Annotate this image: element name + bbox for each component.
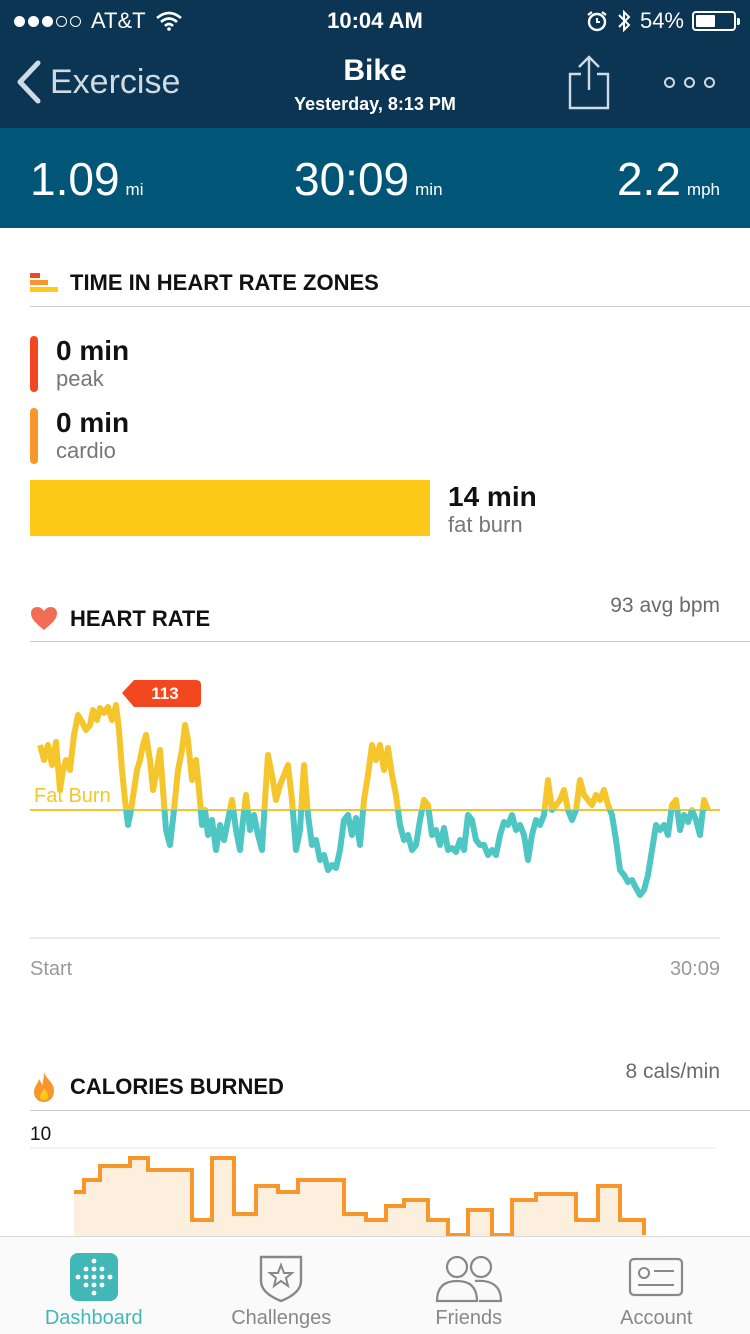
calories-title: CALORIES BURNED	[70, 1074, 284, 1099]
avg-bpm: 93 avg bpm	[610, 594, 720, 617]
page-subtitle: Yesterday, 8:13 PM	[294, 94, 456, 114]
top-bar: AT&T 10:04 AM 54% Exercise	[0, 0, 750, 128]
speed-unit: mph	[686, 180, 720, 199]
share-icon	[568, 55, 610, 110]
heart-rate-header: HEART RATE	[30, 606, 210, 632]
zones-icon	[30, 273, 58, 292]
calories-header: CALORIES BURNED	[30, 1070, 284, 1104]
peak-bar	[30, 336, 38, 392]
zone-cardio: 0 min cardio	[30, 408, 129, 464]
duration-unit: min	[415, 180, 443, 199]
status-right: 54%	[586, 8, 740, 34]
clock: 10:04 AM	[327, 8, 423, 33]
account-icon	[629, 1257, 684, 1297]
divider	[30, 1110, 750, 1111]
peak-badge: 113	[122, 680, 201, 707]
heart-icon	[31, 607, 57, 630]
friends-icon	[435, 1255, 502, 1303]
share-button[interactable]	[566, 54, 612, 110]
back-button[interactable]: Exercise	[16, 60, 180, 104]
calories-line	[74, 1156, 646, 1237]
fat-burn-minutes: 14 min	[448, 481, 537, 512]
challenges-icon	[260, 1255, 303, 1303]
zone-fat-burn: 14 min fat burn	[448, 482, 537, 538]
back-label: Exercise	[50, 62, 181, 101]
heart-rate-line-above	[37, 702, 711, 810]
divider	[30, 306, 750, 307]
axis-end-label: 30:09	[669, 958, 720, 980]
cardio-bar	[30, 408, 38, 464]
alarm-icon	[587, 11, 607, 32]
bluetooth-icon	[618, 9, 631, 33]
tab-label: Challenges	[231, 1307, 332, 1329]
speed-value: 2.2	[616, 153, 681, 205]
duration-value: 30:09	[294, 153, 410, 205]
heart-rate-title: HEART RATE	[70, 606, 211, 631]
heart-rate-line-below	[123, 810, 708, 898]
duration-stat: 30:09 min	[294, 152, 443, 206]
dashboard-icon	[69, 1253, 118, 1301]
tab-dashboard[interactable]: Dashboard	[0, 1237, 188, 1334]
zones-title: TIME IN HEART RATE ZONES	[70, 270, 379, 295]
cardio-label: cardio	[56, 438, 116, 463]
tab-challenges[interactable]: Challenges	[188, 1237, 376, 1334]
chevron-left-icon	[17, 60, 41, 104]
carrier-label: AT&T	[91, 8, 146, 33]
zones-header: TIME IN HEART RATE ZONES	[30, 270, 379, 296]
signal-icon	[14, 15, 81, 27]
axis-start-label: Start	[30, 958, 73, 980]
fat-burn-bar	[30, 480, 430, 536]
cals-per-min: 8 cals/min	[625, 1060, 720, 1083]
speed-stat: 2.2 mph	[617, 152, 720, 206]
tab-account[interactable]: Account	[563, 1237, 750, 1334]
status-bar: AT&T 10:04 AM 54%	[0, 0, 750, 40]
distance-value: 1.09	[30, 153, 120, 205]
calories-area	[74, 1158, 644, 1240]
heart-rate-chart: Fat Burn 113	[30, 680, 720, 939]
more-icon	[664, 76, 675, 88]
zone-peak: 0 min peak	[30, 336, 129, 392]
tab-label: Account	[620, 1307, 693, 1329]
flame-icon	[34, 1072, 54, 1102]
peak-badge-value: 113	[151, 684, 178, 703]
tab-label: Dashboard	[44, 1307, 143, 1329]
wifi-icon	[155, 11, 182, 31]
tab-label: Friends	[435, 1307, 503, 1329]
peak-label: peak	[56, 366, 104, 391]
page-title: Bike	[343, 54, 407, 87]
tab-bar: Dashboard Challenges Friends Account	[0, 1236, 750, 1334]
more-options-button[interactable]	[664, 72, 720, 92]
fat-burn-label: fat burn	[448, 512, 523, 537]
calories-y-max: 10	[30, 1124, 52, 1145]
tab-friends[interactable]: Friends	[375, 1237, 563, 1334]
battery-percent: 54%	[639, 8, 684, 33]
calories-chart	[30, 1147, 716, 1240]
distance-unit: mi	[125, 180, 144, 199]
status-left: AT&T	[14, 8, 182, 34]
peak-minutes: 0 min	[56, 335, 130, 366]
battery-icon	[692, 11, 740, 31]
divider	[30, 641, 750, 642]
threshold-label: Fat Burn	[34, 785, 111, 807]
cardio-minutes: 0 min	[56, 407, 130, 438]
distance-stat: 1.09 mi	[30, 152, 143, 206]
exercise-stats: 1.09 mi 30:09 min 2.2 mph	[0, 128, 750, 228]
